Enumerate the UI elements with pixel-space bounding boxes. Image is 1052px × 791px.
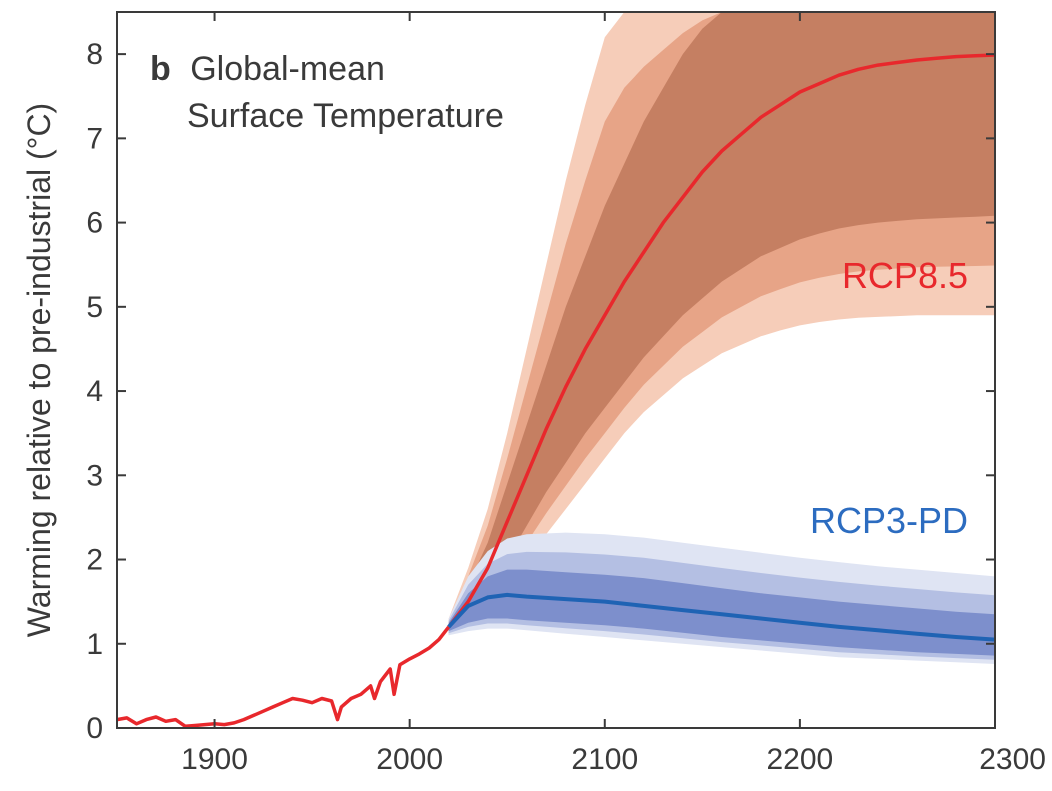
- x-tick-label: 2300: [979, 743, 1046, 776]
- y-tick-label: 7: [86, 122, 103, 155]
- title-line-2: Surface Temperature: [187, 97, 504, 135]
- rcp3pd-line: [447, 592, 996, 642]
- y-tick-label: 0: [86, 712, 103, 745]
- series-label-rcp3pd: RCP3-PD: [810, 500, 968, 541]
- series-label-rcp85: RCP8.5: [842, 255, 968, 296]
- y-axis-label: Warming relative to pre-industrial (°C): [21, 103, 57, 637]
- x-axis: 1900 2000 2100 2200 2300: [181, 12, 1046, 776]
- x-tick-label: 2000: [376, 743, 443, 776]
- panel-letter: b: [150, 50, 171, 88]
- historical-line: [116, 625, 451, 729]
- x-tick-label: 2200: [767, 743, 834, 776]
- y-tick-label: 4: [86, 375, 103, 408]
- rcp85-line: [447, 53, 996, 628]
- y-tick-label: 5: [86, 291, 103, 324]
- y-tick-label: 8: [86, 38, 103, 71]
- rcp85-band-inner: [448, 12, 995, 632]
- x-tick-label: 2100: [571, 743, 638, 776]
- y-tick-label: 1: [86, 628, 103, 661]
- y-axis: 0 1 2 3 4 5 6 7 8: [86, 38, 995, 745]
- y-tick-label: 6: [86, 207, 103, 240]
- plot-frame: [116, 11, 996, 729]
- title-line-1: Global-mean: [190, 50, 385, 88]
- y-tick-label: 3: [86, 459, 103, 492]
- uncertainty-bands: [448, 12, 995, 664]
- x-tick-label: 1900: [181, 743, 248, 776]
- y-tick-label: 2: [86, 544, 103, 577]
- chart-title: b Global-mean: [150, 50, 385, 88]
- series-lines: [116, 53, 996, 729]
